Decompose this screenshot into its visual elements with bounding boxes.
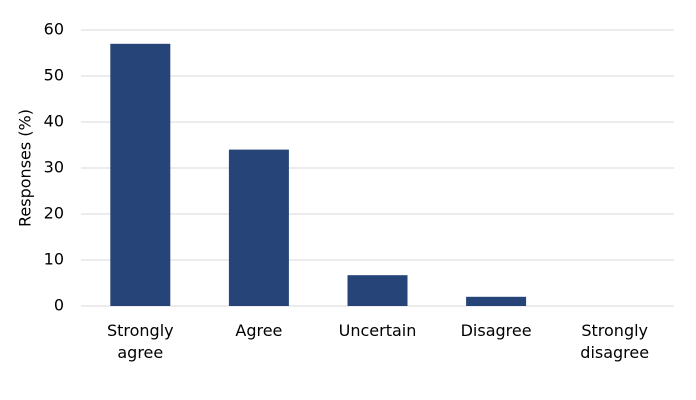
x-tick-label: Strongly disagree [580, 321, 650, 362]
y-axis-label: Responses (%) [16, 109, 35, 227]
y-tick-label: 10 [44, 250, 64, 269]
bar [110, 43, 171, 307]
bar [228, 149, 289, 306]
y-tick-label: 30 [44, 158, 64, 177]
x-tick-label: Strongly agree [106, 321, 174, 362]
bar [466, 296, 527, 306]
y-tick-label: 40 [44, 112, 64, 131]
y-tick-label: 50 [44, 66, 64, 85]
y-tick-label: 60 [44, 20, 64, 39]
x-tick-label: Disagree [460, 321, 532, 340]
y-tick-label: 20 [44, 204, 64, 223]
y-tick-label: 0 [54, 296, 64, 315]
x-tick-label: Agree [235, 321, 283, 340]
bar [347, 275, 408, 306]
x-tick-label: Uncertain [338, 321, 417, 340]
